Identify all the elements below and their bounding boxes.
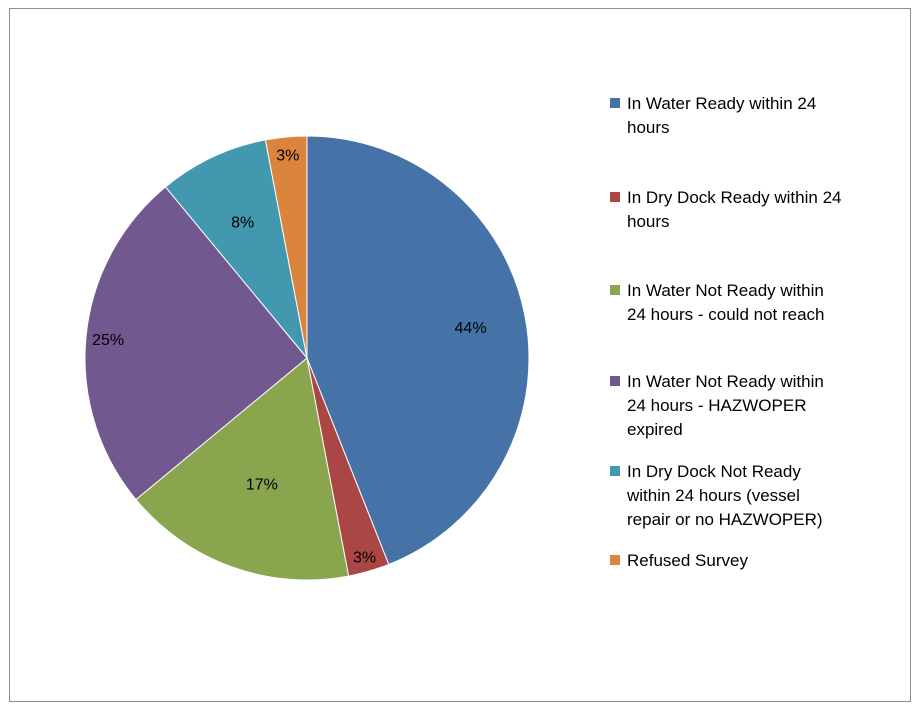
legend-item-dry-dock-not-ready: In Dry Dock Not Ready within 24 hours (v…	[610, 460, 897, 532]
legend-label: In Water Not Ready within 24 hours - HAZ…	[627, 372, 824, 439]
legend-item-refused-survey: Refused Survey	[610, 549, 897, 573]
pie-slice	[264, 135, 308, 359]
legend-item-in-water-not-ready-hazwoper-expired: In Water Not Ready within 24 hours - HAZ…	[610, 370, 897, 442]
legend-item-dry-dock-ready: In Dry Dock Ready within 24 hours	[610, 186, 897, 234]
slice-label: 8%	[231, 214, 254, 231]
legend-swatch	[610, 376, 620, 386]
slice-label: 25%	[92, 332, 124, 349]
slice-label: 3%	[276, 148, 299, 165]
pie-slice	[306, 135, 530, 566]
legend-swatch	[610, 555, 620, 565]
pie-labels: 44% 3% 17% 25% 8% 3%	[92, 148, 486, 567]
legend-swatch	[610, 466, 620, 476]
pie-slice	[164, 139, 308, 359]
legend-label: In Water Not Ready within 24 hours - cou…	[627, 281, 825, 324]
legend-swatch	[610, 285, 620, 295]
legend-item-in-water-ready: In Water Ready within 24 hours	[610, 92, 897, 140]
slice-label: 17%	[246, 476, 278, 493]
legend-label: In Dry Dock Not Ready within 24 hours (v…	[627, 462, 823, 529]
legend-swatch	[610, 98, 620, 108]
pie-slice	[84, 186, 308, 501]
legend-item-in-water-not-ready-could-not-reach: In Water Not Ready within 24 hours - cou…	[610, 279, 897, 327]
legend-label: Refused Survey	[627, 551, 748, 570]
slice-label: 44%	[455, 320, 487, 337]
pie-slices	[84, 135, 530, 581]
legend-swatch	[610, 192, 620, 202]
legend-label: In Water Ready within 24 hours	[627, 94, 817, 137]
legend-label: In Dry Dock Ready within 24 hours	[627, 188, 842, 231]
pie-slice	[135, 357, 350, 581]
slice-label: 3%	[353, 549, 376, 566]
